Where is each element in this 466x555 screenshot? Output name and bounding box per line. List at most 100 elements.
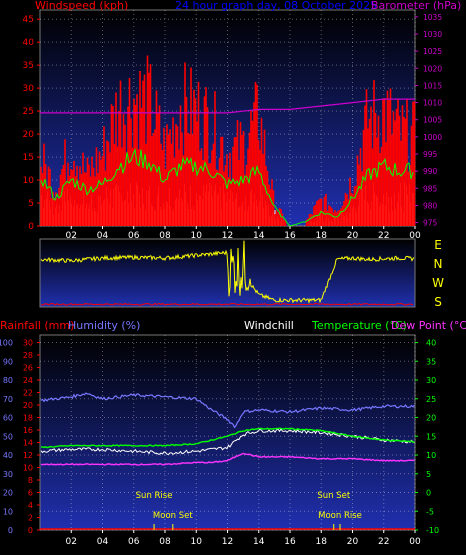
tick-label-rain: 0 <box>28 526 33 535</box>
tick-label-left: 25 <box>23 107 34 117</box>
tick-label-x: 12 <box>222 537 233 547</box>
tick-label-humidity: 60 <box>3 414 13 423</box>
tick-label-rain: 10 <box>23 464 33 473</box>
tick-label-x: 10 <box>191 231 203 241</box>
tick-label-humidity: 10 <box>3 507 13 516</box>
tick-label-humidity: 70 <box>3 395 13 404</box>
tick-label-humidity: 100 <box>0 339 13 348</box>
tick-label-right: 995 <box>423 150 438 159</box>
tick-label-rain: 8 <box>28 476 33 485</box>
tick-label-x: 10 <box>191 537 203 547</box>
tick-label-right: 1020 <box>423 64 442 73</box>
tick-label-x: 02 <box>66 231 77 241</box>
tick-label-x: 02 <box>66 537 77 547</box>
tick-label-rain: 20 <box>23 401 33 410</box>
tick-label-rain: 22 <box>23 389 33 398</box>
tick-label-rain: 6 <box>28 489 33 498</box>
tick-label-x: 20 <box>347 537 359 547</box>
tick-label-temperature: 25 <box>426 395 436 404</box>
tick-label-x: 12 <box>222 231 233 241</box>
tick-label-left: 30 <box>23 84 35 94</box>
compass-label-w: W <box>432 276 444 290</box>
tick-label-left: 40 <box>23 38 35 48</box>
tick-label-temperature: 15 <box>426 432 436 441</box>
windspeed-series <box>40 55 416 227</box>
tick-label-temperature: 30 <box>426 376 436 385</box>
tick-label-right: 990 <box>423 167 438 176</box>
tick-label-rain: 24 <box>23 376 33 385</box>
tick-label-humidity: 20 <box>3 489 13 498</box>
tick-label-x: 06 <box>128 231 140 241</box>
humidity-line <box>40 392 415 429</box>
rainfall-title: Rainfall (mm) <box>0 319 74 332</box>
tick-label-left: 0 <box>28 222 34 232</box>
direction-series <box>40 240 415 306</box>
astronomical-events: Sun Rise Moon Set Sun Set Moon Rise <box>136 491 362 530</box>
compass-label-e: E <box>434 238 442 252</box>
humidity-title: Humidity (%) <box>68 319 140 332</box>
rain-rate-line <box>40 302 414 306</box>
temperature-axes: -10-505101520253035400102030405060708090… <box>0 339 439 548</box>
tick-label-x: 06 <box>128 537 140 547</box>
tick-label-left: 10 <box>23 176 35 186</box>
wind-direction-line <box>40 240 415 304</box>
tick-label-rain: 2 <box>28 514 33 523</box>
barometer-line <box>40 98 415 114</box>
windspeed-title: Windspeed (kph) <box>35 0 128 12</box>
tick-label-humidity: 80 <box>3 376 13 385</box>
barometer-title: Barometer (hPa) <box>371 0 461 12</box>
event-label: Sun Set <box>317 491 350 501</box>
tick-label-temperature: -5 <box>426 507 434 516</box>
tick-label-x: 14 <box>253 537 265 547</box>
tick-label-x: 22 <box>378 537 389 547</box>
tick-label-humidity: 30 <box>3 470 13 479</box>
windchill-title: Windchill <box>244 319 294 332</box>
windspeed-axes: 0510152025303540459759809859909951000100… <box>23 13 443 241</box>
tick-label-humidity: 40 <box>3 451 13 460</box>
tick-label-right: 1035 <box>423 13 442 22</box>
tick-label-rain: 26 <box>23 364 33 373</box>
tick-label-rain: 4 <box>28 501 33 510</box>
tick-label-temperature: 10 <box>426 451 436 460</box>
event-label: Moon Set <box>153 511 193 521</box>
direction-plot-area <box>39 238 416 308</box>
tick-label-right: 985 <box>423 184 438 193</box>
tick-label-humidity: 90 <box>3 357 13 366</box>
tick-label-right: 1010 <box>423 99 442 108</box>
tick-label-temperature: 5 <box>426 470 431 479</box>
tick-label-temperature: 35 <box>426 357 436 366</box>
event-label: Sun Rise <box>136 491 173 501</box>
tick-label-left: 5 <box>28 199 34 209</box>
tick-label-x: 18 <box>316 537 328 547</box>
tick-label-x: 20 <box>347 231 359 241</box>
tick-label-left: 45 <box>23 15 34 25</box>
tick-label-right: 975 <box>423 219 438 228</box>
tick-label-x: 08 <box>159 231 171 241</box>
event-label: Moon Rise <box>318 511 362 521</box>
windchill-line <box>40 428 415 456</box>
tick-label-x: 22 <box>378 231 389 241</box>
tick-label-right: 1005 <box>423 116 442 125</box>
dewpoint-title: Dew Point (°C) <box>391 319 466 332</box>
tick-label-x: 04 <box>97 537 109 547</box>
tick-label-left: 20 <box>23 130 35 140</box>
tick-label-right: 1030 <box>423 30 442 39</box>
compass-label-s: S <box>434 295 442 309</box>
tick-label-rain: 18 <box>23 414 33 423</box>
tick-label-rain: 16 <box>23 426 33 435</box>
tick-label-x: 16 <box>284 231 296 241</box>
temperature-line <box>41 427 415 449</box>
tick-label-right: 1025 <box>423 47 442 56</box>
tick-label-x: 00 <box>409 231 421 241</box>
tick-label-temperature: 40 <box>426 339 436 348</box>
tick-label-rain: 30 <box>23 339 33 348</box>
tick-label-rain: 14 <box>23 439 33 448</box>
temperature-series <box>40 392 415 530</box>
tick-label-x: 00 <box>409 537 421 547</box>
tick-label-right: 980 <box>423 201 438 210</box>
tick-label-right: 1000 <box>423 133 442 142</box>
tick-label-x: 16 <box>284 537 296 547</box>
tick-label-humidity: 0 <box>8 526 13 535</box>
dewpoint-line <box>40 452 415 466</box>
